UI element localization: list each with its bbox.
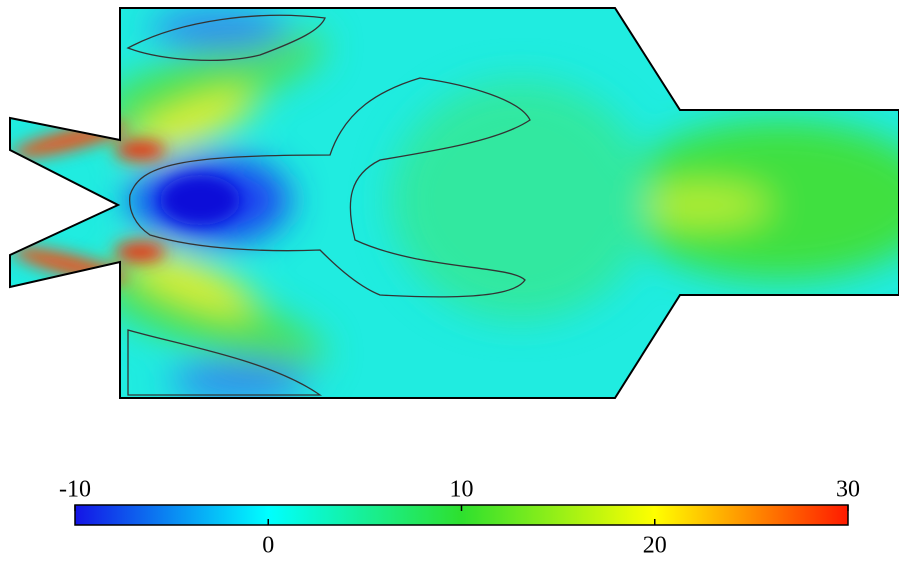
colorbar-tick-label: 30 [836, 477, 860, 503]
colorbar-ticks: -10 0 10 20 30 [59, 477, 860, 559]
colorbar-tick-label: 10 [450, 477, 474, 503]
colorbar-tick-label: 20 [643, 533, 667, 559]
colorbar-tick-label: -10 [59, 477, 91, 503]
flow-field [10, 8, 899, 398]
colorbar-tick-label: 0 [262, 533, 274, 559]
